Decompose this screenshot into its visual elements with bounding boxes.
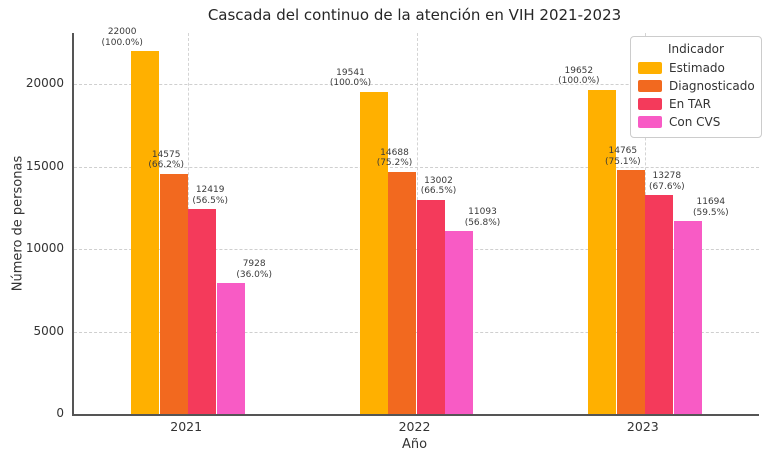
legend-entries: Estimado Diagnosticado En TAR Con CVS xyxy=(638,59,755,131)
bar-percent: (56.8%) xyxy=(464,217,501,228)
legend-entry: Diagnosticado xyxy=(638,77,755,95)
bar-value: 14765 xyxy=(608,146,638,157)
bar-value: 19652 xyxy=(564,65,594,76)
legend-entry-label: En TAR xyxy=(669,97,711,111)
legend-title: Indicador xyxy=(668,42,724,56)
bar-value: 13002 xyxy=(424,175,453,186)
x-tick-label: 2022 xyxy=(398,419,431,434)
bar-con-cvs xyxy=(445,231,474,414)
bar-label: 13278 (67.6%) xyxy=(630,171,704,192)
bar-label: 7928 (36.0%) xyxy=(217,259,291,280)
bar-percent: (66.5%) xyxy=(420,186,457,197)
legend-swatch-con-cvs xyxy=(638,116,662,128)
bar-label: 14688 (75.2%) xyxy=(358,148,432,169)
x-tick-label: 2023 xyxy=(626,419,659,434)
y-tick-label: 20000 xyxy=(25,76,64,91)
bar-diagnosticado xyxy=(159,173,188,414)
legend-entry: Estimado xyxy=(638,59,754,77)
bar-diagnosticado xyxy=(388,171,417,414)
bar-label: 14765 (75.1%) xyxy=(586,146,660,167)
legend-entry: En TAR xyxy=(638,95,754,113)
bar-value: 22000 xyxy=(107,27,137,38)
y-tick-label: 15000 xyxy=(25,158,64,173)
legend-swatch-en-tar xyxy=(638,98,662,110)
legend-entry-label: Con CVS xyxy=(669,115,721,129)
legend-entry-label: Estimado xyxy=(669,61,725,75)
bar-estimado xyxy=(588,89,617,414)
bar-label: 19652 (100.0%) xyxy=(542,66,616,87)
bar-percent: (56.5%) xyxy=(192,195,228,206)
y-axis-label: Número de personas xyxy=(10,155,26,292)
legend: Indicador Estimado Diagnosticado En TAR Con… xyxy=(630,36,762,138)
x-tick-label: 2021 xyxy=(170,419,203,434)
bar-con-cvs xyxy=(216,283,245,414)
bar-value: 11093 xyxy=(468,207,497,218)
bar-en-tar xyxy=(188,209,217,414)
bar-percent: (100.0%) xyxy=(101,37,143,48)
bar-estimado xyxy=(359,91,388,414)
bar-value: 19541 xyxy=(336,67,365,78)
bar-percent: (100.0%) xyxy=(558,76,600,87)
plot-area: 22000 (100.0%) 19541 (100.0%) 19652 (100.0%) 1… xyxy=(72,27,759,416)
bar-percent: (75.2%) xyxy=(376,158,413,169)
bar-percent: (59.5%) xyxy=(693,207,729,218)
bar-en-tar xyxy=(416,199,445,414)
bar-label: 11694 (59.5%) xyxy=(674,197,748,218)
bar-value: 14688 xyxy=(380,147,409,158)
bar-label: 12419 (56.5%) xyxy=(173,185,247,206)
bar-percent: (66.2%) xyxy=(148,160,184,171)
legend-entry: Con CVS xyxy=(638,113,754,131)
bar-en-tar xyxy=(645,195,674,414)
bar-value: 11694 xyxy=(696,197,726,208)
bar-value: 7928 xyxy=(242,259,266,270)
bar-percent: (67.6%) xyxy=(649,181,685,192)
legend-entry-label: Diagnosticado xyxy=(669,79,755,93)
bar-label: 19541 (100.0%) xyxy=(314,68,388,89)
bar-value: 12419 xyxy=(195,185,225,196)
chart-title: Cascada del continuo de la atención en V… xyxy=(207,6,622,24)
bar-label: 13002 (66.5%) xyxy=(402,176,476,197)
bar-percent: (75.1%) xyxy=(605,156,641,167)
legend-swatch-estimado xyxy=(638,62,662,74)
bar-con-cvs xyxy=(673,221,702,414)
y-tick-label: 10000 xyxy=(25,241,64,256)
bar-value: 13278 xyxy=(652,171,682,181)
x-axis-label: Año xyxy=(401,437,428,452)
y-tick-label: 0 xyxy=(56,406,64,420)
bar-value: 14575 xyxy=(151,149,181,160)
bar-percent: (100.0%) xyxy=(329,78,372,89)
bar-estimado xyxy=(131,51,160,414)
legend-swatch-diagnosticado xyxy=(638,80,662,92)
y-tick-label: 5000 xyxy=(33,323,64,338)
bar-label: 14575 (66.2%) xyxy=(129,150,203,171)
bar-diagnosticado xyxy=(616,170,645,414)
bar-percent: (36.0%) xyxy=(236,269,272,280)
bar-label: 11093 (56.8%) xyxy=(446,207,520,228)
bar-label: 22000 (100.0%) xyxy=(85,27,159,48)
